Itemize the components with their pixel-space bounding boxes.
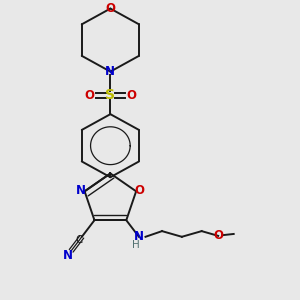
Text: N: N	[105, 65, 116, 78]
Text: N: N	[76, 184, 86, 197]
Text: O: O	[127, 89, 137, 102]
Text: O: O	[84, 89, 94, 102]
Text: N: N	[134, 230, 144, 243]
Text: H: H	[132, 240, 140, 250]
Text: O: O	[134, 184, 144, 197]
Text: S: S	[105, 88, 116, 102]
Text: N: N	[63, 249, 73, 262]
Text: O: O	[105, 2, 116, 15]
Text: O: O	[213, 229, 223, 242]
Text: C: C	[76, 235, 83, 245]
